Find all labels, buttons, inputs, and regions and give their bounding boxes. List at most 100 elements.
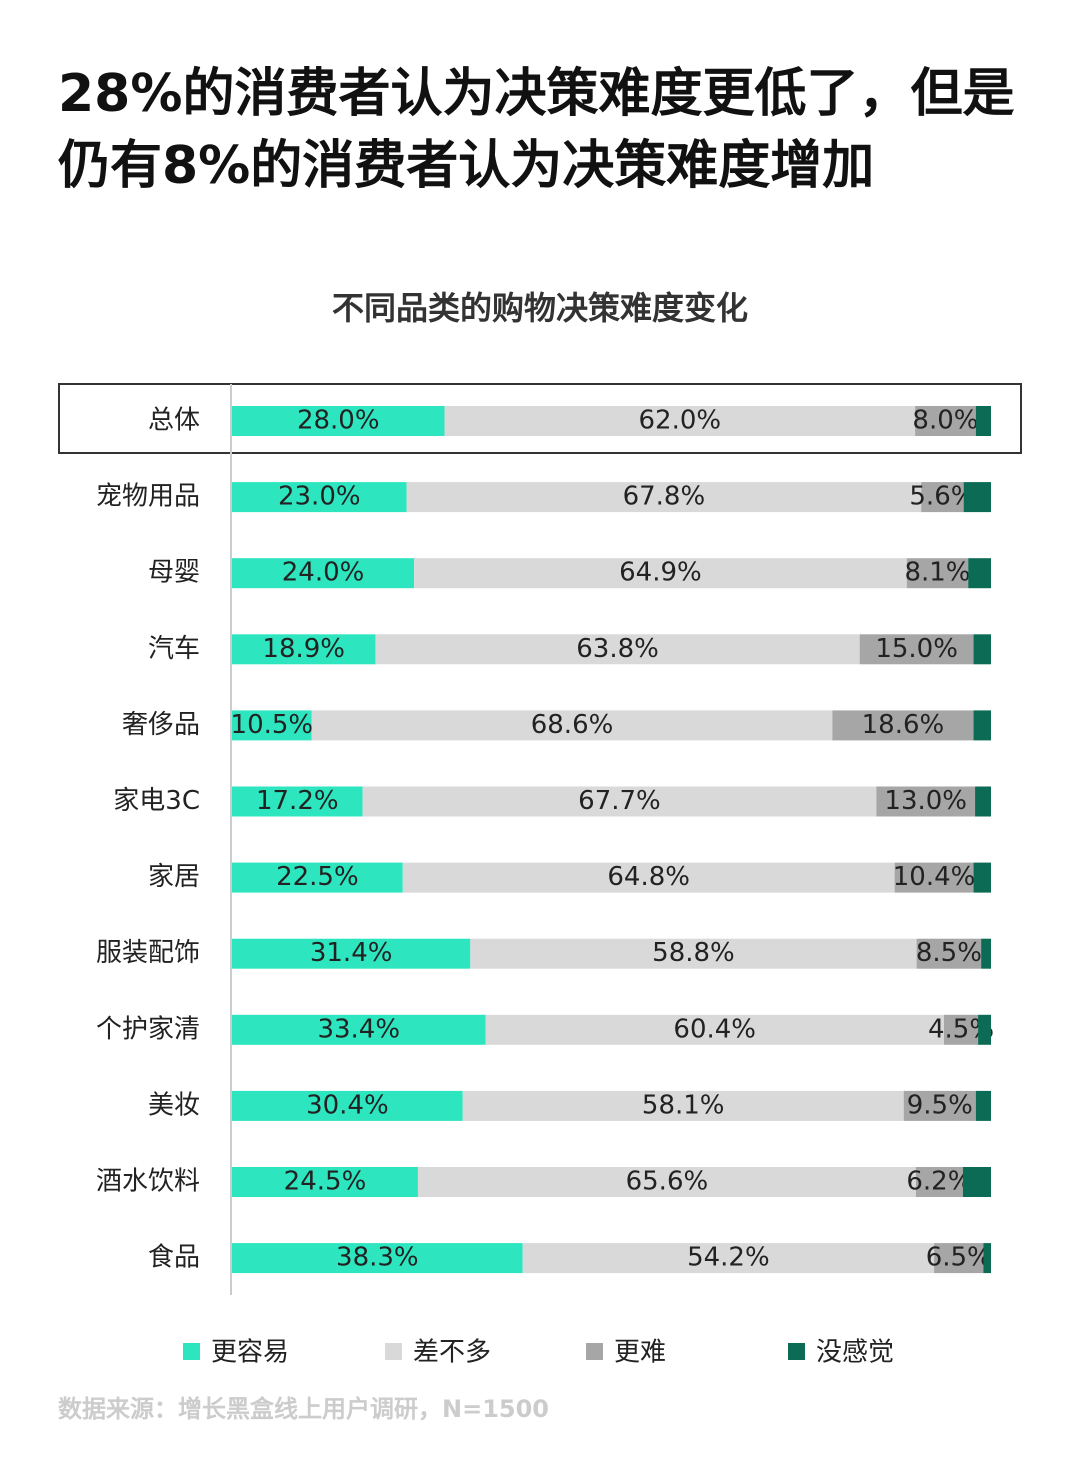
value-label: 10.4% bbox=[893, 862, 976, 892]
value-label: 54.2% bbox=[687, 1243, 770, 1273]
value-label: 65.6% bbox=[626, 1167, 709, 1197]
value-label: 23.0% bbox=[278, 482, 361, 512]
legend-marker bbox=[183, 1343, 200, 1360]
bar-segment bbox=[906, 558, 969, 589]
value-label: 60.4% bbox=[673, 1014, 756, 1044]
bar-segment bbox=[916, 938, 982, 969]
bar-segment bbox=[417, 1167, 916, 1197]
source-note: 数据来源：增长黑盒线上用户调研，N=1500 bbox=[58, 1395, 549, 1423]
chart-title: 28%的消费者认为决策难度更低了，但是仍有8%的消费者认为决策难度增加 bbox=[58, 64, 1015, 196]
bar-segment bbox=[903, 1090, 976, 1121]
value-label: 13.0% bbox=[884, 786, 967, 816]
bar-segment bbox=[362, 786, 877, 817]
highlight-box bbox=[58, 383, 1022, 454]
value-label: 8.0% bbox=[912, 406, 978, 436]
bar-segment bbox=[232, 558, 415, 589]
bar-segment bbox=[406, 482, 922, 513]
bar-segment bbox=[232, 938, 471, 969]
value-label: 68.6% bbox=[531, 710, 614, 740]
value-label: 38.3% bbox=[336, 1243, 419, 1273]
bar-segment bbox=[522, 1243, 935, 1274]
value-label: 8.1% bbox=[904, 558, 970, 588]
value-label: 10.5% bbox=[231, 710, 314, 740]
bar-segment bbox=[975, 406, 991, 436]
value-label: 62.0% bbox=[639, 406, 722, 436]
bar-segment bbox=[232, 1090, 463, 1121]
category-label: 家居 bbox=[148, 862, 200, 892]
chart-subtitle: 不同品类的购物决策难度变化 bbox=[332, 289, 748, 327]
value-label: 64.9% bbox=[619, 558, 702, 588]
legend-label: 更难 bbox=[614, 1338, 666, 1368]
category-label: 汽车 bbox=[148, 634, 200, 664]
value-label: 9.5% bbox=[907, 1090, 973, 1120]
value-label: 58.1% bbox=[642, 1090, 725, 1120]
legend-marker bbox=[586, 1343, 603, 1360]
value-label: 6.2% bbox=[906, 1167, 972, 1197]
value-label: 17.2% bbox=[256, 786, 339, 816]
bar-segment bbox=[975, 786, 991, 817]
bar-segment bbox=[462, 1090, 904, 1121]
bar-segment bbox=[232, 862, 403, 893]
bar-segment bbox=[968, 558, 991, 589]
value-label: 18.6% bbox=[862, 710, 945, 740]
bar-segment bbox=[232, 1014, 486, 1045]
bar-segment bbox=[983, 1243, 991, 1274]
legend-label: 没感觉 bbox=[816, 1338, 894, 1368]
category-label: 服装配饰 bbox=[96, 938, 200, 968]
bar-segment bbox=[375, 634, 860, 665]
value-label: 67.7% bbox=[578, 786, 661, 816]
category-label: 酒水饮料 bbox=[96, 1167, 200, 1197]
bar-segment bbox=[232, 482, 407, 513]
value-label: 8.5% bbox=[916, 938, 982, 968]
category-label: 奢侈品 bbox=[122, 710, 200, 740]
bar-segment bbox=[978, 1014, 991, 1045]
value-label: 15.0% bbox=[875, 634, 958, 664]
bar-segment bbox=[470, 938, 917, 969]
bar-segment bbox=[915, 1167, 963, 1197]
value-label: 18.9% bbox=[262, 634, 345, 664]
category-label: 家电3C bbox=[113, 786, 200, 816]
bar-segment bbox=[232, 1243, 523, 1274]
bar-segment bbox=[444, 406, 916, 436]
value-label: 22.5% bbox=[276, 862, 359, 892]
category-label: 宠物用品 bbox=[96, 482, 200, 512]
value-label: 6.5% bbox=[926, 1243, 992, 1273]
value-label: 28.0% bbox=[297, 406, 380, 436]
category-label: 食品 bbox=[148, 1243, 200, 1273]
bar-segment bbox=[943, 1014, 979, 1045]
legend-label: 差不多 bbox=[413, 1338, 491, 1368]
bar-segment bbox=[975, 1090, 991, 1121]
bar-segment bbox=[934, 1243, 984, 1274]
value-label: 33.4% bbox=[317, 1014, 400, 1044]
bar-segment bbox=[981, 938, 991, 969]
value-label: 64.8% bbox=[607, 862, 690, 892]
bar-segment bbox=[859, 634, 974, 665]
legend-marker bbox=[788, 1343, 805, 1360]
bar-segment bbox=[232, 710, 312, 741]
category-label: 美妆 bbox=[148, 1090, 200, 1120]
bar-segment bbox=[402, 862, 895, 893]
category-label: 母婴 bbox=[148, 558, 200, 588]
bar-segment bbox=[973, 710, 991, 741]
category-label: 个护家清 bbox=[96, 1014, 200, 1044]
bar-segment bbox=[414, 558, 907, 589]
bar-segment bbox=[973, 634, 991, 665]
value-label: 24.5% bbox=[284, 1167, 367, 1197]
bar-segment bbox=[921, 482, 964, 513]
bar-segment bbox=[232, 1167, 418, 1197]
bar-segment bbox=[973, 862, 991, 893]
bar-segment bbox=[894, 862, 974, 893]
bar-segment bbox=[232, 634, 376, 665]
bar-segment bbox=[485, 1014, 944, 1045]
bar-segment bbox=[311, 710, 833, 741]
bar-segment bbox=[915, 406, 976, 436]
legend-label: 更容易 bbox=[211, 1338, 289, 1368]
category-label: 总体 bbox=[148, 406, 200, 436]
value-label: 58.8% bbox=[652, 938, 735, 968]
bar-segment bbox=[963, 482, 991, 513]
legend-marker bbox=[385, 1343, 402, 1360]
value-label: 63.8% bbox=[576, 634, 659, 664]
bar-segment bbox=[232, 786, 363, 817]
